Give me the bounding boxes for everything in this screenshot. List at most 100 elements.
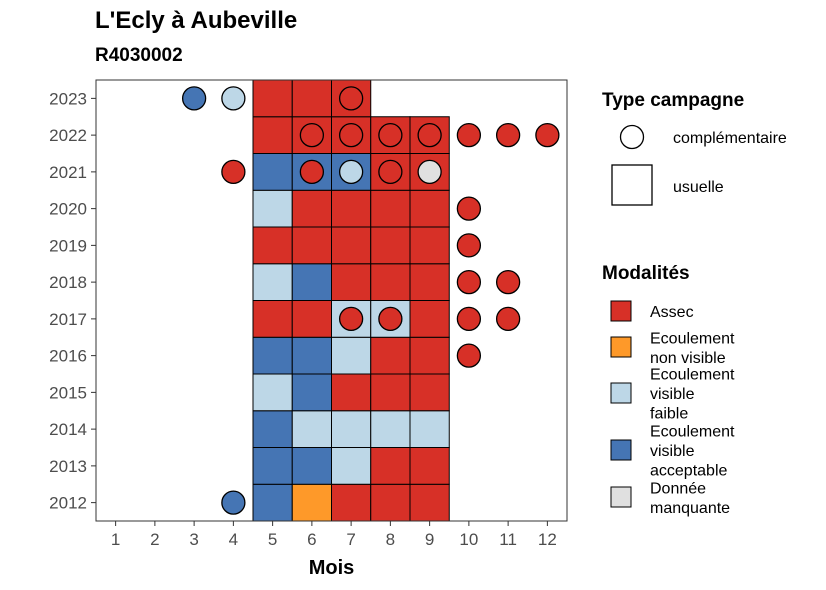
legend-key-manquante (610, 486, 632, 508)
legend-label-complementaire: complémentaire (673, 130, 787, 147)
tile-2019-9 (409, 226, 450, 265)
tile-2013-6 (291, 447, 332, 485)
y-tick-label: 2013 (49, 457, 87, 476)
tile-2021-5 (252, 153, 293, 191)
legend-label-manquante: Donnée manquante (650, 480, 730, 517)
point-2021-6 (299, 159, 325, 185)
tile-2015-5 (252, 373, 293, 412)
x-tick-label: 8 (386, 530, 395, 549)
tile-2018-8 (370, 263, 411, 301)
tile-2014-9 (409, 410, 450, 448)
tile-2013-8 (370, 447, 411, 485)
tile-2012-9 (409, 483, 450, 522)
legend-key-usuelle (611, 164, 653, 206)
x-tick-label: 6 (307, 530, 316, 549)
x-tick-label: 3 (189, 530, 198, 549)
point-2019-10 (456, 233, 482, 258)
point-2022-9 (417, 122, 442, 148)
tile-2019-7 (331, 226, 372, 265)
x-tick-label: 4 (229, 530, 238, 549)
tile-2015-7 (331, 373, 372, 412)
point-2022-6 (299, 122, 325, 148)
point-2023-4 (221, 86, 246, 111)
x-tick-label: 12 (538, 530, 557, 549)
x-axis-title: Mois (309, 557, 355, 579)
point-2022-8 (378, 122, 403, 148)
tile-2014-7 (331, 410, 372, 448)
tile-2012-7 (331, 483, 372, 522)
legend-title-campagne: Type campagne (602, 90, 744, 111)
y-tick-label: 2017 (49, 310, 87, 329)
legend-key-acceptable (610, 439, 632, 461)
legend: Type campagne complémentaire usuelle Modali… (602, 90, 787, 517)
tile-2016-7 (331, 336, 372, 375)
legend-label-faible: Ecoulement visible faible (650, 367, 735, 423)
tile-2014-6 (291, 410, 332, 448)
tile-2022-5 (252, 116, 293, 154)
y-tick-label: 2020 (49, 200, 87, 219)
point-2016-10 (456, 343, 482, 368)
x-tick-label: 9 (425, 530, 434, 549)
point-2021-7 (338, 159, 364, 185)
tile-2016-9 (409, 336, 450, 375)
point-2023-3 (181, 86, 207, 111)
chart-subtitle: R4030002 (95, 45, 183, 66)
tile-2014-5 (252, 410, 293, 448)
y-tick-label: 2021 (49, 163, 87, 182)
tile-2012-6 (291, 483, 332, 522)
tile-2019-8 (370, 226, 411, 265)
point-2022-12 (535, 122, 560, 148)
tile-2023-6 (291, 79, 332, 118)
legend-label-assec: Assec (650, 304, 694, 321)
legend-key-assec (610, 300, 632, 322)
tile-2013-9 (409, 447, 450, 485)
tile-2018-9 (409, 263, 450, 301)
tile-2016-5 (252, 336, 293, 375)
x-tick-label: 5 (268, 530, 277, 549)
circles-layer (181, 86, 560, 515)
point-2017-11 (495, 306, 521, 332)
tile-2023-5 (252, 79, 293, 118)
tile-2017-5 (252, 300, 293, 338)
x-tick-label: 2 (150, 530, 159, 549)
point-2022-7 (338, 122, 364, 148)
y-tick-label: 2012 (49, 494, 87, 513)
tile-2019-5 (252, 226, 293, 265)
x-tick-label: 1 (111, 530, 120, 549)
legend-label-acceptable: Ecoulement visible acceptable (650, 424, 735, 480)
point-2022-11 (495, 122, 521, 148)
y-tick-label: 2015 (49, 383, 87, 402)
point-2021-8 (378, 159, 403, 185)
axes-layer: 1 2 3 4 5 6 7 8 9 10 11 122012201320142015201620172… (49, 89, 557, 549)
tile-2016-8 (370, 336, 411, 375)
tile-2017-9 (409, 300, 450, 338)
tile-2018-7 (331, 263, 372, 301)
tile-2020-9 (409, 189, 450, 228)
x-tick-label: 11 (499, 530, 517, 549)
point-2021-9 (417, 159, 442, 185)
tile-2020-5 (252, 189, 293, 228)
y-tick-label: 2023 (49, 89, 87, 108)
plot-panel-border (95, 79, 568, 522)
tile-2012-5 (252, 483, 293, 522)
tile-2015-6 (291, 373, 332, 412)
y-tick-label: 2016 (49, 347, 87, 366)
point-2020-10 (456, 196, 482, 221)
tile-2020-7 (331, 189, 372, 228)
point-2017-8 (378, 306, 403, 332)
tile-2014-8 (370, 410, 411, 448)
tile-2018-6 (291, 263, 332, 301)
tile-2013-7 (331, 447, 372, 485)
tile-2020-8 (370, 189, 411, 228)
tile-2012-8 (370, 483, 411, 522)
legend-key-complementaire (619, 124, 645, 150)
point-2023-7 (338, 86, 364, 111)
point-2022-10 (456, 122, 482, 148)
tile-2019-6 (291, 226, 332, 265)
y-tick-label: 2022 (49, 126, 87, 145)
legend-label-usuelle: usuelle (673, 179, 724, 196)
point-2012-4 (221, 490, 246, 515)
point-2017-10 (456, 306, 482, 332)
legend-key-faible (610, 382, 632, 404)
